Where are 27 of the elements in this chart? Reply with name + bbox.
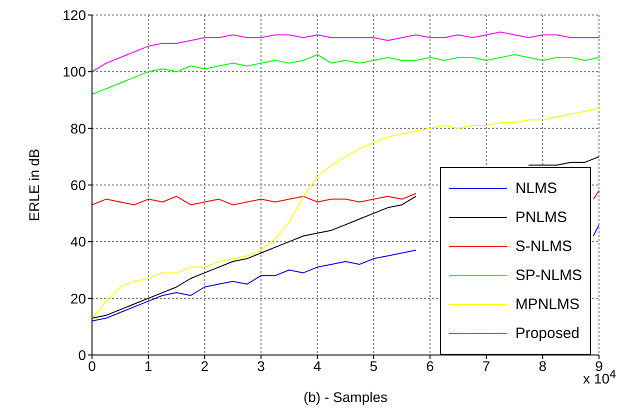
x-tick-label: 5	[370, 358, 378, 374]
x-tick-label: 0	[88, 358, 96, 374]
y-tick-label: 0	[78, 346, 86, 363]
legend-label: Proposed	[515, 325, 580, 342]
y-tick-label: 20	[70, 290, 86, 306]
line-series	[92, 54, 599, 95]
x-axis-title: (b) - Samples	[303, 389, 388, 405]
x-tick-label: 7	[482, 358, 490, 374]
line-series	[92, 32, 599, 72]
y-tick-label: 60	[70, 176, 86, 193]
y-tick-label: 100	[62, 64, 86, 80]
x-tick-label: 4	[313, 358, 322, 374]
x-tick-label: 1	[144, 358, 152, 374]
legend-label: MPNLMS	[515, 296, 580, 313]
x-tick-label: 3	[257, 358, 266, 374]
legend-label: SP-NLMS	[515, 267, 582, 284]
x-tick-label: 8	[538, 358, 547, 374]
line-series	[92, 108, 599, 319]
y-axis-title: ERLE in dB	[26, 148, 42, 222]
legend-label: NLMS	[515, 180, 557, 197]
legend-label: PNLMS	[515, 209, 567, 226]
y-tick-label: 80	[70, 120, 86, 136]
y-tick-label: 120	[62, 6, 86, 23]
x-tick-label: 2	[200, 358, 209, 374]
x-tick-label: 6	[426, 358, 434, 374]
y-tick-label: 40	[70, 234, 86, 250]
legend-label: S-NLMS	[515, 238, 572, 255]
